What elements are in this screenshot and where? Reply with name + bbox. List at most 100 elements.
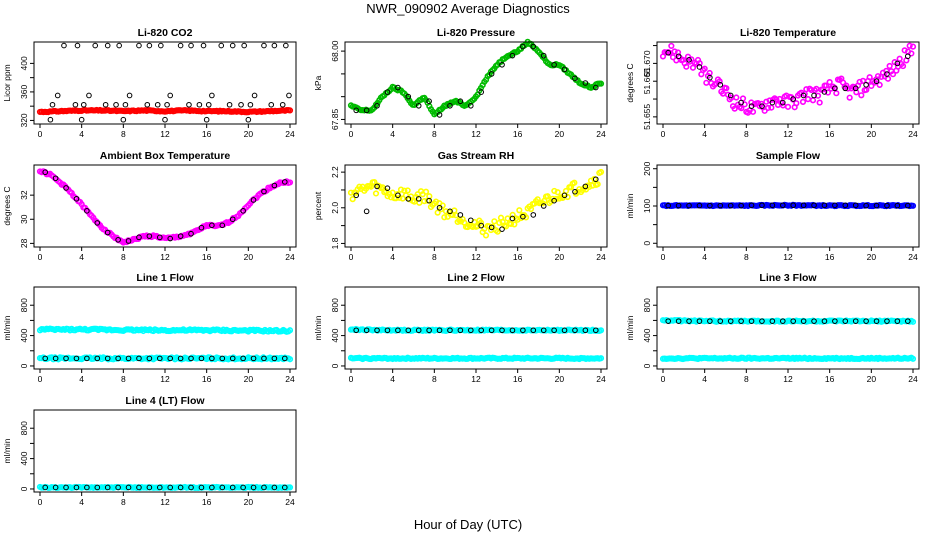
average-point [353, 192, 360, 199]
average-point [177, 233, 184, 239]
average-point [832, 85, 838, 92]
panel-li-820-temperature: Li-820 Temperature degrees C 0 4 8 12 16 20 24 51… [625, 27, 920, 139]
raw-point [884, 75, 892, 82]
raw-point [909, 43, 917, 50]
average-point [78, 116, 85, 123]
average-point [800, 202, 807, 209]
average-point [73, 484, 80, 491]
x-tick-label: 20 [867, 252, 877, 262]
raw-point [909, 355, 917, 362]
x-tick-label: 24 [596, 129, 606, 139]
x-tick-label: 24 [908, 129, 918, 139]
average-point [63, 484, 69, 491]
average-point [520, 327, 526, 334]
raw-point [416, 199, 423, 206]
average-point [115, 355, 121, 362]
average-point [800, 92, 807, 99]
y-tick-label: 0 [19, 363, 29, 368]
average-point [832, 318, 838, 324]
raw-point [706, 69, 713, 77]
average-point [405, 196, 412, 202]
average-point [219, 484, 226, 491]
raw-point [909, 318, 917, 325]
average-point [177, 355, 184, 362]
average-point [271, 484, 278, 491]
average-point [499, 327, 505, 334]
average-point [769, 99, 776, 106]
raw-point [844, 85, 852, 92]
raw-point [399, 195, 406, 202]
y-tick-label: 400 [19, 56, 29, 70]
x-tick-label: 16 [825, 374, 835, 384]
plot-frame [344, 164, 608, 248]
panel-title: Ambient Box Temperature [100, 150, 231, 162]
average-point [102, 101, 109, 108]
raw-point [597, 168, 605, 176]
y-tick-label: 360 [19, 85, 29, 99]
average-point [167, 92, 174, 99]
raw-point [683, 63, 690, 70]
raw-point [809, 97, 817, 104]
y-tick-label: 51.665 [642, 68, 652, 94]
y-axis-label: ml/min [2, 315, 12, 340]
average-point [561, 327, 568, 334]
raw-point [544, 193, 551, 200]
average-point [467, 102, 474, 109]
raw-point [908, 50, 915, 57]
raw-point [814, 92, 822, 99]
average-point [863, 318, 869, 324]
x-tick-label: 8 [432, 129, 437, 139]
average-point [873, 78, 880, 85]
raw-point [507, 220, 515, 228]
panel-ambient-box-temperature: Ambient Box Temperature degrees C 0 4 8 12 16 2… [2, 150, 297, 262]
y-tick-label: 2.0 [330, 202, 340, 214]
average-point [229, 42, 236, 49]
average-point [374, 102, 380, 109]
y-tick-label: 800 [642, 298, 652, 312]
raw-point [371, 179, 378, 186]
x-tick-label: 4 [390, 129, 395, 139]
panel-li-820-co2: Li-820 CO2 Licor ppm 0 4 8 12 16 20 24 320 360 400 [2, 27, 297, 139]
average-point [281, 179, 288, 185]
average-point [209, 222, 215, 229]
average-point [229, 355, 236, 362]
average-point [738, 99, 744, 106]
average-point [457, 327, 464, 334]
raw-point [349, 196, 356, 203]
average-point [86, 92, 92, 99]
average-point [665, 202, 672, 209]
raw-point [804, 96, 812, 103]
x-tick-label: 12 [471, 374, 481, 384]
average-point [436, 327, 443, 334]
average-point [42, 355, 49, 362]
average-point [759, 202, 765, 209]
raw-point [477, 219, 485, 226]
average-point [436, 112, 443, 118]
series-raw [347, 168, 605, 239]
raw-point [858, 92, 865, 99]
average-point [219, 355, 226, 362]
raw-point [866, 74, 873, 81]
panel-title: Li-820 Temperature [740, 27, 836, 39]
average-point [540, 203, 547, 209]
x-tick-label: 12 [783, 252, 793, 262]
average-point [240, 208, 246, 214]
x-tick-label: 4 [702, 129, 707, 139]
x-tick-label: 12 [783, 129, 793, 139]
average-point [467, 327, 474, 334]
average-point [144, 101, 151, 108]
x-tick-label: 8 [744, 374, 749, 384]
average-point [738, 318, 744, 324]
raw-point [597, 355, 605, 362]
average-point [499, 226, 505, 232]
average-point [136, 42, 142, 49]
average-point [395, 327, 401, 334]
average-point [52, 484, 59, 491]
average-point [717, 202, 724, 209]
x-tick-label: 20 [244, 129, 254, 139]
raw-point [696, 60, 703, 67]
y-tick-label: 28 [19, 238, 29, 248]
average-point [226, 101, 233, 108]
panel-title: Line 3 Flow [759, 272, 817, 284]
